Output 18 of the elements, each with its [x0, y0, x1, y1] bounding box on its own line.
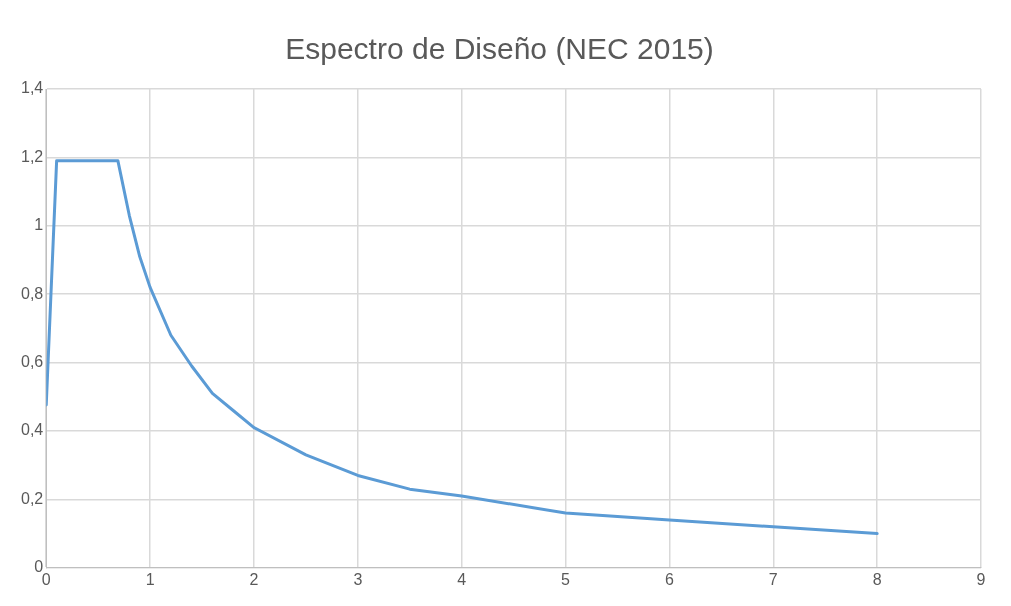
x-tick-label: 5: [561, 570, 571, 588]
x-tick-label: 1: [145, 570, 155, 588]
y-tick-label: 0,2: [20, 489, 44, 507]
y-tick-label: 0,6: [20, 353, 44, 371]
x-tick-label: 7: [768, 570, 778, 588]
y-tick-label: 1: [34, 216, 44, 234]
y-tick-label: 1,4: [20, 79, 44, 97]
y-tick-label: 0: [34, 558, 44, 576]
x-tick-label: 9: [976, 570, 986, 588]
y-tick-label: 1,2: [20, 147, 44, 165]
x-tick-label: 3: [353, 570, 363, 588]
y-tick-label: 0,8: [20, 284, 44, 302]
x-tick-label: 2: [249, 570, 259, 588]
chart-title: Espectro de Diseño (NEC 2015): [285, 32, 714, 66]
x-tick-label: 4: [457, 570, 467, 588]
x-tick-label: 6: [664, 570, 674, 588]
x-tick-label: 8: [872, 570, 882, 588]
y-tick-label: 0,4: [20, 421, 44, 439]
